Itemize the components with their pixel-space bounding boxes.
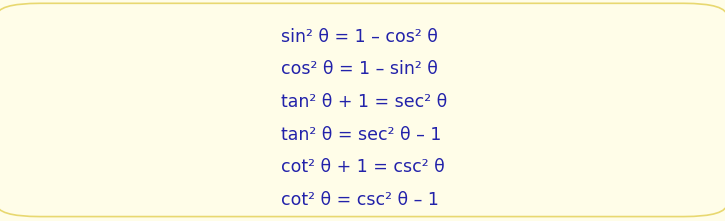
Text: cos² θ = 1 – sin² θ: cos² θ = 1 – sin² θ bbox=[281, 60, 438, 78]
Text: cot² θ + 1 = csc² θ: cot² θ + 1 = csc² θ bbox=[281, 158, 445, 176]
Text: tan² θ + 1 = sec² θ: tan² θ + 1 = sec² θ bbox=[281, 93, 447, 111]
Text: cot² θ = csc² θ – 1: cot² θ = csc² θ – 1 bbox=[281, 191, 439, 209]
Text: sin² θ = 1 – cos² θ: sin² θ = 1 – cos² θ bbox=[281, 28, 438, 46]
Text: tan² θ = sec² θ – 1: tan² θ = sec² θ – 1 bbox=[281, 126, 442, 144]
FancyBboxPatch shape bbox=[0, 3, 725, 217]
